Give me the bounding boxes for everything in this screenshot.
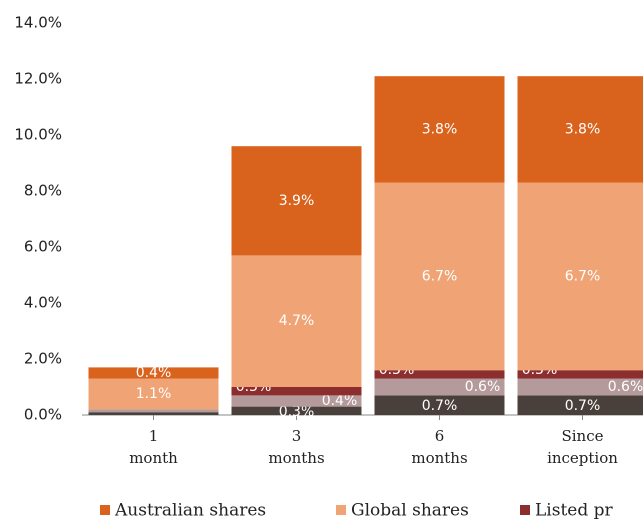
value-label: 0.6%	[608, 379, 643, 395]
bar-segment	[88, 409, 219, 413]
value-label: 0.4%	[136, 365, 172, 381]
x-tick-line: Since	[561, 427, 603, 445]
value-label: 0.7%	[422, 398, 458, 414]
value-label: 3.8%	[422, 121, 458, 137]
bar-segment	[517, 370, 643, 379]
value-label: 0.4%	[322, 393, 358, 409]
value-label: 6.7%	[422, 268, 458, 284]
legend-label: Listed pr	[535, 501, 614, 521]
value-label: 3.8%	[565, 121, 601, 137]
y-tick-label: 4.0%	[24, 294, 62, 312]
legend-label: Global shares	[351, 501, 469, 521]
x-tick-line: months	[411, 449, 467, 467]
value-label: 6.7%	[565, 268, 601, 284]
x-tick-label: 1 month	[129, 427, 178, 467]
x-tick-line: month	[129, 449, 178, 467]
x-tick-line: inception	[547, 449, 618, 467]
bar-segment	[231, 387, 362, 396]
bar-segment	[88, 367, 219, 379]
legend-swatch	[520, 505, 530, 515]
bar-segment	[231, 406, 362, 415]
bar-segment	[517, 182, 643, 371]
bar-segment	[88, 412, 219, 415]
bar-segment	[88, 378, 219, 410]
bar-segment	[231, 146, 362, 256]
bar-segment	[374, 182, 505, 371]
value-label: 0.7%	[565, 398, 601, 414]
y-tick-label: 8.0%	[24, 182, 62, 200]
y-tick-label: 0.0%	[24, 406, 62, 424]
x-tick-line: 1	[149, 427, 159, 445]
bar-segment	[374, 378, 505, 396]
bar-segment	[374, 370, 505, 379]
y-tick-label: 2.0%	[24, 350, 62, 368]
value-label: 0.6%	[465, 379, 501, 395]
x-tick-label: Since inception	[547, 427, 618, 467]
x-tick-label: 3 months	[268, 427, 324, 467]
y-tick-label: 10.0%	[14, 126, 62, 144]
x-tick-label: 6 months	[411, 427, 467, 467]
value-label: 0.3%	[279, 404, 315, 420]
value-label: 4.7%	[279, 313, 315, 329]
y-tick-label: 6.0%	[24, 238, 62, 256]
bar-segment	[374, 76, 505, 183]
bar-segment	[517, 395, 643, 415]
x-tick-line: 3	[292, 427, 302, 445]
y-tick-label: 14.0%	[14, 14, 62, 32]
bar-segment	[517, 76, 643, 183]
bar-segment	[231, 395, 362, 407]
value-label: 3.9%	[279, 193, 315, 209]
bar-segment	[374, 395, 505, 415]
x-tick-line: 6	[435, 427, 445, 445]
legend-label: Australian shares	[114, 501, 266, 521]
y-tick-label: 12.0%	[14, 70, 62, 88]
bar-segment	[231, 255, 362, 387]
legend-swatch	[100, 505, 110, 515]
bar-segment	[517, 378, 643, 396]
legend-swatch	[336, 505, 346, 515]
x-tick-line: months	[268, 449, 324, 467]
value-label: 1.1%	[136, 386, 172, 402]
